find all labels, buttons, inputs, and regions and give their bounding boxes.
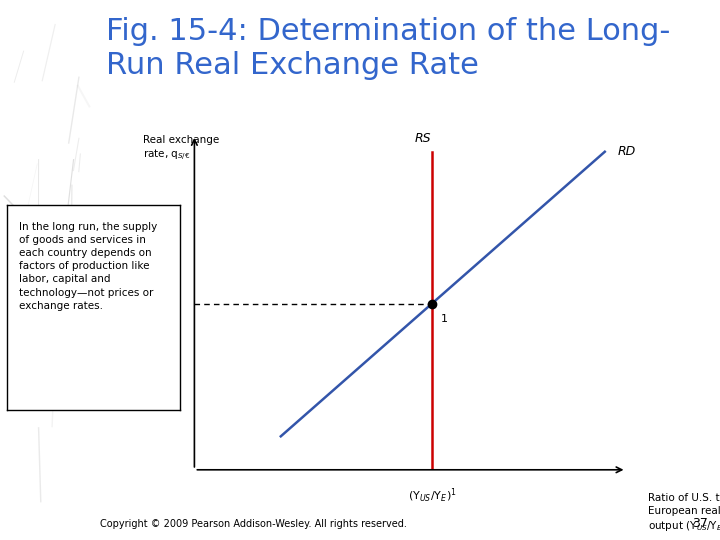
Text: Copyright © 2009 Pearson Addison-Wesley. All rights reserved.: Copyright © 2009 Pearson Addison-Wesley.… — [100, 519, 407, 529]
Text: Real exchange
rate, q$_{S/€}$: Real exchange rate, q$_{S/€}$ — [143, 135, 219, 163]
Text: In the long run, the supply
of goods and services in
each country depends on
fac: In the long run, the supply of goods and… — [19, 221, 158, 311]
Text: RS: RS — [415, 132, 431, 145]
Text: q$^1_{S/€}$: q$^1_{S/€}$ — [161, 294, 181, 313]
Text: Ratio of U.S. to
European real
output (Y$_{US}$/Y$_E$): Ratio of U.S. to European real output (Y… — [648, 493, 720, 532]
Text: (Y$_{US}$/Y$_E$)$^1$: (Y$_{US}$/Y$_E$)$^1$ — [408, 487, 456, 505]
Text: 37: 37 — [692, 517, 708, 530]
Text: RD: RD — [618, 145, 636, 158]
Text: Fig. 15-4: Determination of the Long-
Run Real Exchange Rate: Fig. 15-4: Determination of the Long- Ru… — [106, 17, 670, 80]
Text: 1: 1 — [441, 314, 448, 323]
